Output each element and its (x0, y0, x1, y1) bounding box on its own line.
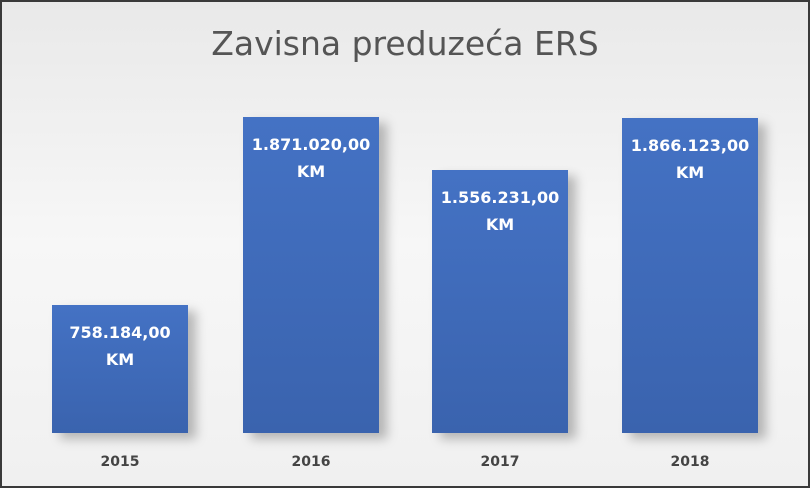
x-tick-label: 2018 (670, 454, 710, 470)
value-label: 1.866.123,00 KM (630, 135, 750, 182)
value-label: 1.556.231,00 KM (440, 188, 560, 235)
bar (52, 304, 188, 433)
chart-title: Zavisna preduzeća ERS (211, 24, 599, 63)
bar (622, 117, 758, 433)
x-tick-label: 2015 (100, 454, 140, 470)
x-tick-label: 2017 (480, 454, 520, 470)
bar (432, 170, 568, 433)
value-label: 758.184,00 KM (69, 322, 171, 369)
value-label: 1.871.020,00 KM (251, 135, 371, 181)
bar (243, 117, 379, 433)
x-tick-label: 2016 (291, 454, 331, 470)
